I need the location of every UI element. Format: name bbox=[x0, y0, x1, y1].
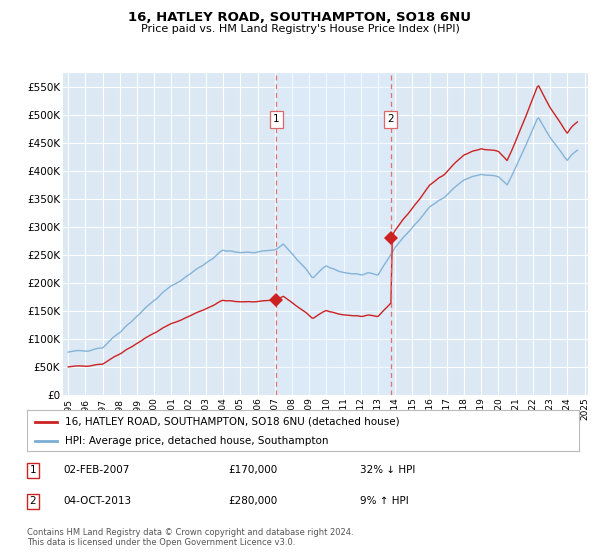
Text: 02-FEB-2007: 02-FEB-2007 bbox=[63, 465, 130, 475]
Text: 04-OCT-2013: 04-OCT-2013 bbox=[63, 496, 131, 506]
Text: £280,000: £280,000 bbox=[228, 496, 277, 506]
Text: £170,000: £170,000 bbox=[228, 465, 277, 475]
Text: 2: 2 bbox=[29, 496, 37, 506]
Text: 9% ↑ HPI: 9% ↑ HPI bbox=[360, 496, 409, 506]
Text: 1: 1 bbox=[273, 114, 280, 124]
Text: 1: 1 bbox=[29, 465, 37, 475]
Bar bbox=[276, 73, 391, 395]
Text: Contains HM Land Registry data © Crown copyright and database right 2024.
This d: Contains HM Land Registry data © Crown c… bbox=[27, 528, 353, 547]
Text: 2: 2 bbox=[388, 114, 394, 124]
Text: 32% ↓ HPI: 32% ↓ HPI bbox=[360, 465, 415, 475]
Text: HPI: Average price, detached house, Southampton: HPI: Average price, detached house, Sout… bbox=[65, 436, 328, 446]
Text: Price paid vs. HM Land Registry's House Price Index (HPI): Price paid vs. HM Land Registry's House … bbox=[140, 24, 460, 34]
Text: 16, HATLEY ROAD, SOUTHAMPTON, SO18 6NU: 16, HATLEY ROAD, SOUTHAMPTON, SO18 6NU bbox=[128, 11, 472, 24]
Text: 16, HATLEY ROAD, SOUTHAMPTON, SO18 6NU (detached house): 16, HATLEY ROAD, SOUTHAMPTON, SO18 6NU (… bbox=[65, 417, 399, 427]
